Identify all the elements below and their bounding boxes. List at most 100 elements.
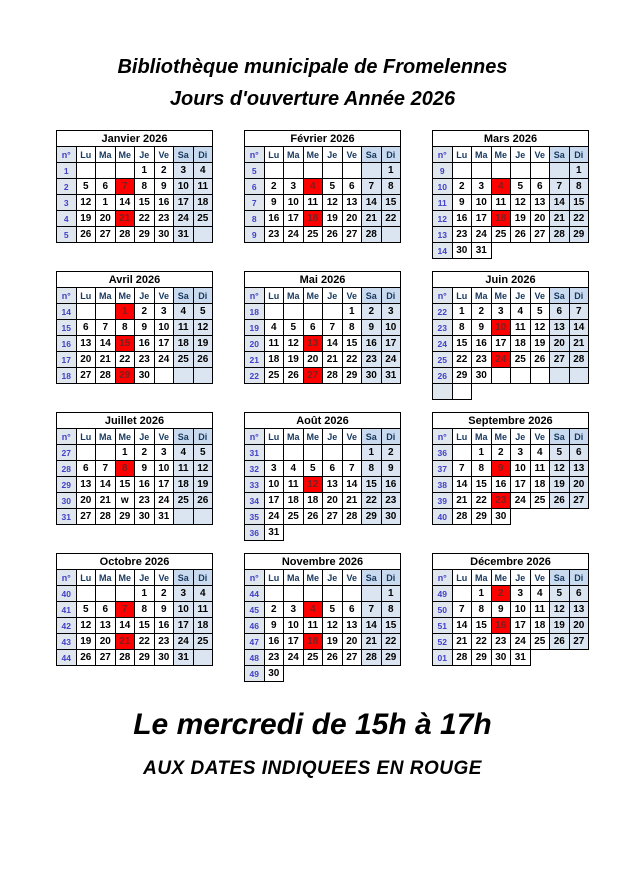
week-row: 41 5 6 7 8 9 10 11 (56, 601, 213, 618)
month-calendar: Mai 2026 n° Lu Ma Me Je Ve Sa Di 18 1 2 3 19 4 5 6 7 8 9 10 2… (244, 271, 401, 384)
day-cell: 7 (451, 460, 472, 477)
day-cell: 26 (322, 649, 343, 666)
day-cell: 10 (510, 460, 531, 477)
day-header: Me (302, 287, 323, 304)
week-row: 44 1 (244, 585, 401, 602)
month-calendar: Janvier 2026 n° Lu Ma Me Je Ve Sa Di 1 1 2 3 4 2 5 6 7 8 9 1… (56, 130, 213, 243)
day-cell-highlighted: 1 (114, 303, 135, 320)
day-cell (510, 162, 531, 179)
day-cell: 16 (263, 210, 284, 227)
day-cell: 23 (361, 351, 382, 368)
day-cell: 23 (134, 492, 155, 509)
day-cell: 25 (529, 633, 550, 650)
week-row: 36 1 2 3 4 5 6 (432, 444, 589, 461)
day-cell: 17 (510, 617, 531, 634)
day-cell: 31 (380, 367, 401, 384)
day-cell (114, 162, 135, 179)
day-cell: 24 (510, 492, 531, 509)
day-cell: 11 (283, 476, 304, 493)
day-cell: 27 (95, 649, 116, 666)
day-cell: 19 (529, 335, 550, 352)
week-row: 16 13 14 15 16 17 18 19 (56, 335, 213, 352)
day-header: Di (380, 287, 401, 304)
day-cell: 27 (529, 226, 550, 243)
day-cell: 29 (134, 649, 155, 666)
day-header: Ma (283, 569, 304, 586)
day-cell: 30 (490, 508, 511, 525)
day-cell: 24 (283, 649, 304, 666)
day-cell: 19 (510, 210, 531, 227)
day-cell: 5 (549, 444, 570, 461)
day-cell: 8 (134, 601, 155, 618)
day-cell: 6 (302, 319, 323, 336)
day-cell: 24 (173, 633, 194, 650)
day-cell: 12 (510, 194, 531, 211)
day-header: Me (302, 428, 323, 445)
day-cell: 28 (95, 367, 116, 384)
week-number-cell: 19 (244, 319, 265, 336)
day-cell: 30 (134, 508, 155, 525)
weeknum-header: n° (244, 569, 265, 586)
week-number-cell: 50 (432, 601, 453, 618)
week-row: 48 23 24 25 26 27 28 29 (244, 649, 401, 666)
day-cell: 23 (263, 226, 284, 243)
day-cell: 30 (471, 367, 492, 384)
week-number-cell: 31 (244, 444, 265, 461)
day-cell: 19 (75, 633, 96, 650)
footer-schedule: Le mercredi de 15h à 17h (133, 708, 492, 741)
day-cell-highlighted: 21 (114, 633, 135, 650)
day-cell: 23 (490, 633, 511, 650)
day-cell: 1 (380, 585, 401, 602)
day-cell: 29 (471, 649, 492, 666)
day-cell: 12 (192, 319, 213, 336)
week-row: 44 26 27 28 29 30 31 (56, 649, 213, 666)
week-number-cell: 4 (56, 210, 77, 227)
day-cell: 28 (114, 649, 135, 666)
day-header: Me (490, 428, 511, 445)
day-cell: 19 (283, 351, 304, 368)
day-cell (263, 585, 284, 602)
day-cell: 6 (341, 178, 362, 195)
month-title: Juin 2026 (432, 271, 589, 288)
month-title: Août 2026 (244, 412, 401, 429)
day-cell: 11 (192, 601, 213, 618)
day-header: Me (490, 287, 511, 304)
day-cell (263, 162, 284, 179)
day-cell (192, 508, 213, 525)
week-row: 23 8 9 10 11 12 13 14 (432, 319, 589, 336)
day-cell: 31 (510, 649, 531, 666)
day-cell: 11 (529, 460, 550, 477)
day-cell: 2 (380, 444, 401, 461)
day-cell: 15 (114, 476, 135, 493)
day-header: Je (510, 287, 531, 304)
day-cell: 31 (173, 649, 194, 666)
day-cell: 22 (114, 351, 135, 368)
day-cell: 20 (75, 492, 96, 509)
day-cell (341, 585, 362, 602)
day-cell: 1 (134, 585, 155, 602)
day-cell: 5 (192, 303, 213, 320)
day-cell: 3 (283, 601, 304, 618)
month-calendar: Juillet 2026 n° Lu Ma Me Je Ve Sa Di 27 1 2 3 4 5 28 6 7 8… (56, 412, 213, 525)
day-cell: 17 (490, 335, 511, 352)
day-cell (302, 585, 323, 602)
week-row: 01 28 29 30 31 (432, 649, 589, 666)
day-header: Lu (451, 569, 472, 586)
week-number-cell: 17 (56, 351, 77, 368)
week-row: 50 7 8 9 10 11 12 13 (432, 601, 589, 618)
day-cell: 26 (75, 226, 96, 243)
weeknum-header: n° (56, 569, 77, 586)
day-header: Lu (263, 569, 284, 586)
week-row: 8 16 17 18 19 20 21 22 (244, 210, 401, 227)
day-cell: 25 (283, 508, 304, 525)
day-cell: 30 (153, 226, 174, 243)
day-cell: 29 (114, 508, 135, 525)
day-cell: 24 (380, 351, 401, 368)
day-cell: 20 (529, 210, 550, 227)
day-header: Ve (153, 569, 174, 586)
day-cell: 21 (568, 335, 589, 352)
day-cell: 27 (322, 508, 343, 525)
day-cell: 23 (153, 633, 174, 650)
week-number-cell: 35 (244, 508, 265, 525)
